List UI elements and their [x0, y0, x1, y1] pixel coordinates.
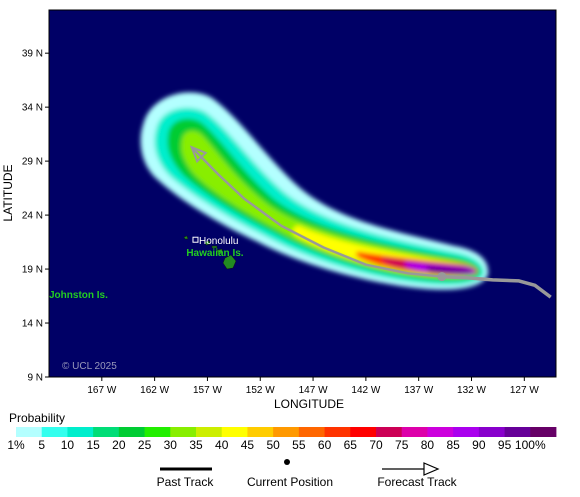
island-molokai: [211, 245, 218, 249]
swath-band-10pct: [154, 107, 485, 286]
y-tick-label: 34 N: [22, 103, 43, 114]
y-tick-label: 14 N: [22, 319, 43, 330]
legend-swatch: [41, 427, 68, 437]
legend-tick-label: 40: [215, 438, 229, 452]
y-tick-label: 29 N: [22, 157, 43, 168]
y-tick-label: 19 N: [22, 265, 43, 276]
legend-title: Probability: [9, 411, 65, 425]
legend-tick-label: 5: [38, 438, 45, 452]
y-tick-label: 24 N: [22, 211, 43, 222]
x-tick-label: 127 W: [510, 385, 539, 396]
plot-frame: [48, 9, 557, 378]
forecast-track-arrowhead: [189, 145, 208, 164]
legend-swatch: [247, 427, 274, 437]
x-tick-label: 137 W: [404, 385, 433, 396]
y-tick-label: 9 N: [27, 373, 43, 384]
legend-tick-label: 45: [241, 438, 255, 452]
x-tick-label: 167 W: [87, 385, 116, 396]
legend-swatch: [478, 427, 505, 437]
current-position-key-dot: [284, 459, 290, 465]
x-tick-label: 147 W: [299, 385, 328, 396]
forecast-track-line: [190, 146, 443, 278]
legend-tick-label: 85: [446, 438, 460, 452]
legend-swatch: [273, 427, 300, 437]
legend-tick-label: 55: [292, 438, 306, 452]
honolulu-city-marker: [192, 236, 199, 243]
legend-swatch: [118, 427, 145, 437]
legend-tick-label: 35: [189, 438, 203, 452]
legend-tick-label: 100%: [515, 438, 546, 452]
y-axis-ticks: 39 N 34 N 29 N 24 N 19 N 14 N 9 N: [22, 49, 49, 384]
track-key: Past Track Current Position Forecast Tra…: [157, 459, 458, 489]
hawaiian-islands: [183, 235, 237, 270]
legend-swatch: [401, 427, 428, 437]
legend-swatch: [298, 427, 325, 437]
y-axis-label: LATITUDE: [1, 164, 15, 221]
legend-tick-label: 80: [421, 438, 435, 452]
legend-swatch: [67, 427, 94, 437]
island-oahu: [204, 240, 211, 246]
x-axis-ticks: 167 W 162 W 157 W 152 W 147 W 142 W 137 W 132 W…: [87, 377, 539, 396]
legend-swatch: [93, 427, 120, 437]
island-hawaii-big: [222, 254, 237, 270]
legend-tick-label: 15: [86, 438, 100, 452]
forecast-track-key-arrowhead: [423, 462, 440, 476]
past-track-line: [441, 274, 552, 299]
x-tick-label: 162 W: [140, 385, 169, 396]
swath-band-95pct: [425, 266, 473, 275]
legend-tick-label: 25: [138, 438, 152, 452]
legend-swatch: [221, 427, 248, 437]
past-track-key-label: Past Track: [157, 475, 215, 489]
x-tick-label: 142 W: [351, 385, 380, 396]
legend-tick-label: 65: [344, 438, 358, 452]
island-maui: [216, 248, 224, 255]
x-tick-label: 132 W: [457, 385, 486, 396]
copyright-label: © UCL 2025: [62, 361, 117, 372]
legend-tick-label: 95: [498, 438, 512, 452]
x-axis-label: LONGITUDE: [274, 397, 344, 411]
legend-tick-label: 70: [369, 438, 383, 452]
legend-tick-label: 10: [61, 438, 75, 452]
legend-swatch: [504, 427, 531, 437]
legend-swatch: [350, 427, 377, 437]
legend-tick-label: 30: [164, 438, 178, 452]
probability-legend: 1% 5 10 15 20 25 30 35 40 45 50 55 60 65 70 75 80 85 90 95 1…: [7, 427, 557, 452]
legend-swatch: [16, 427, 43, 437]
place-label: Honolulu: [199, 236, 238, 247]
track-layer: [189, 145, 552, 299]
x-tick-label: 152 W: [246, 385, 275, 396]
x-tick-label: 157 W: [193, 385, 222, 396]
current-position-marker: [437, 272, 447, 282]
legend-tick-label: 50: [266, 438, 280, 452]
place-label: Johnston Is.: [49, 290, 108, 301]
legend-swatch: [376, 427, 403, 437]
legend-tick-label: 20: [112, 438, 126, 452]
legend-tick-label: 75: [395, 438, 409, 452]
island-kauai: [183, 235, 189, 240]
y-tick-label: 39 N: [22, 49, 43, 60]
legend-tick-label: 90: [472, 438, 486, 452]
legend-swatch: [170, 427, 197, 437]
current-position-key-label: Current Position: [247, 475, 333, 489]
legend-swatch: [427, 427, 454, 437]
legend-swatch: [144, 427, 171, 437]
legend-tick-label: 1%: [7, 438, 25, 452]
legend-swatch: [530, 427, 557, 437]
legend-swatch: [324, 427, 351, 437]
forecast-track-key-label: Forecast Track: [377, 475, 457, 489]
legend-swatch: [196, 427, 223, 437]
legend-swatch: [453, 427, 480, 437]
place-label: Hawaiian Is.: [186, 248, 243, 259]
legend-tick-label: 60: [318, 438, 332, 452]
